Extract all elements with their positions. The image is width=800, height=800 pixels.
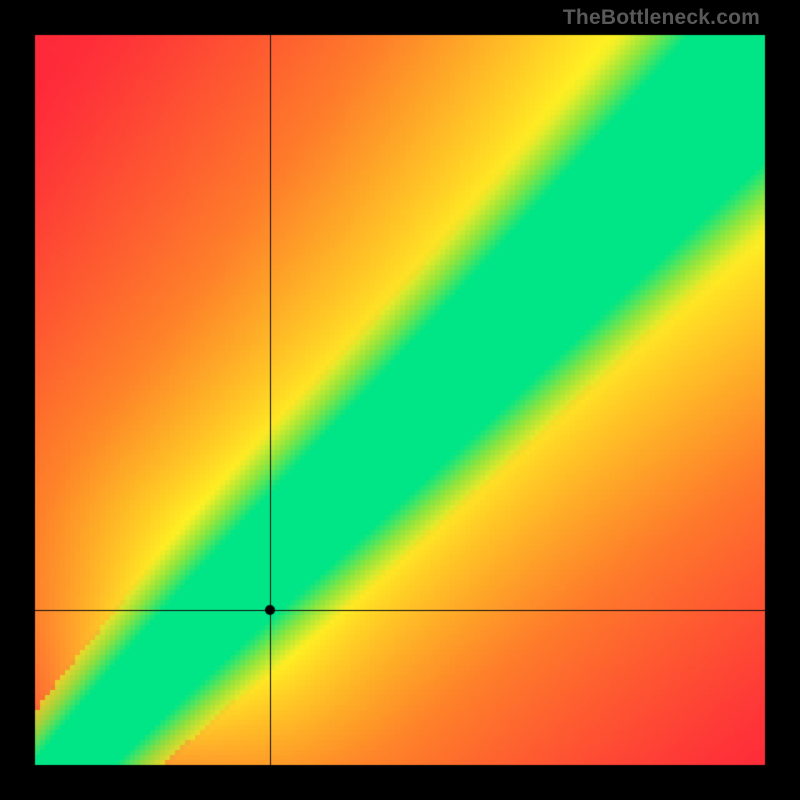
chart-container: TheBottleneck.com (0, 0, 800, 800)
watermark-label: TheBottleneck.com (563, 6, 760, 30)
heatmap-canvas (0, 0, 800, 800)
